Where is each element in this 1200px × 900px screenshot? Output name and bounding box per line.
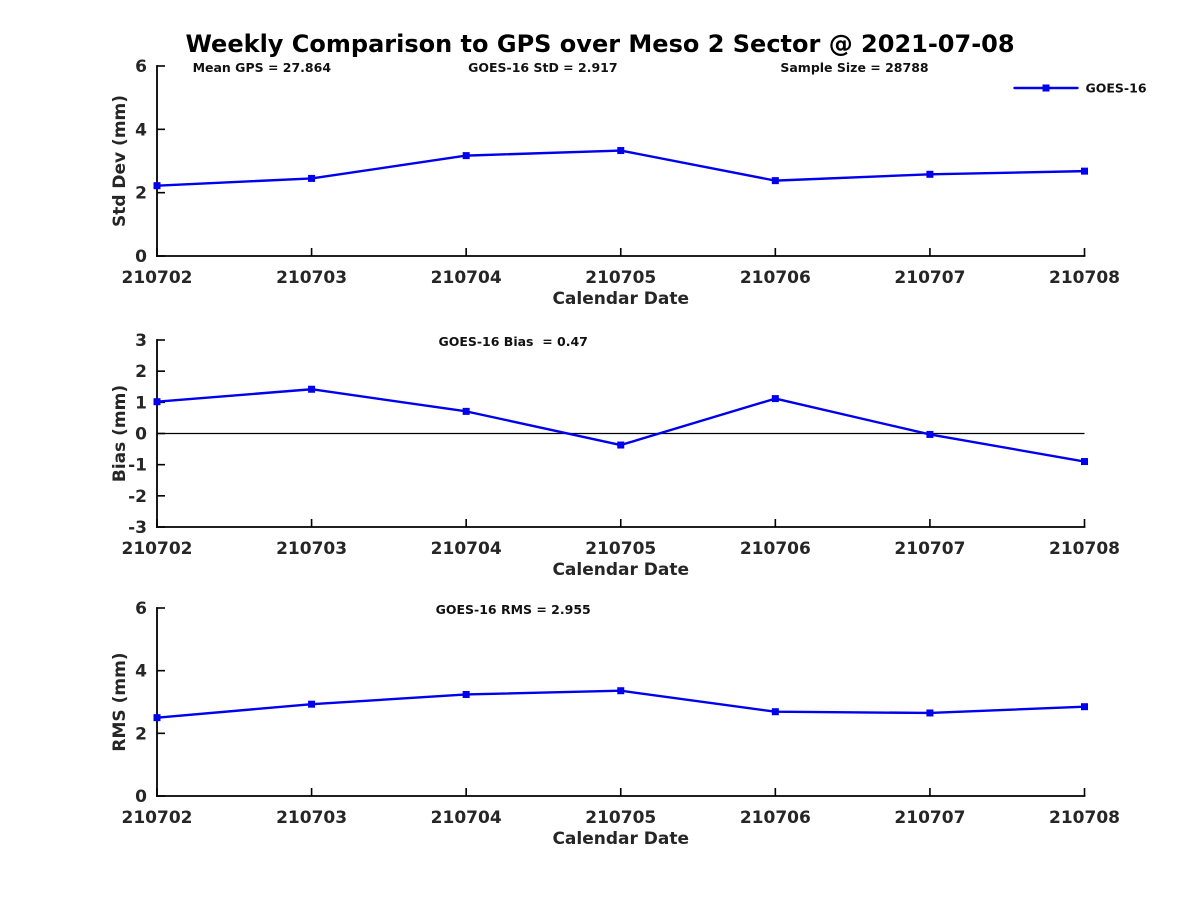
annotation: Mean GPS = 27.864 <box>193 60 332 75</box>
data-point-marker <box>1081 458 1088 466</box>
legend-label: GOES-16 <box>1086 81 1147 96</box>
y-tick-label: 4 <box>135 662 147 682</box>
y-tick-label: 1 <box>135 393 147 413</box>
x-tick-label: 210702 <box>122 268 193 288</box>
data-point-marker <box>771 177 779 185</box>
x-tick-label: 210704 <box>431 268 502 288</box>
data-point-marker <box>926 430 934 438</box>
data-point-marker <box>617 687 625 695</box>
legend-marker <box>1042 84 1050 92</box>
data-point-marker <box>153 398 161 406</box>
y-tick-label: 3 <box>135 331 147 351</box>
chart-rms: 0 2 4 6 210702 210703 210704 210705 210706 210707… <box>110 599 1120 849</box>
y-tick-label: -1 <box>128 456 147 476</box>
x-tick-label: 210707 <box>894 539 965 559</box>
data-point-marker <box>308 700 316 708</box>
annotation: GOES-16 Bias = 0.47 <box>438 334 587 349</box>
data-point-marker <box>1081 167 1088 175</box>
series-line-GOES-16 <box>155 149 1086 187</box>
chart-std-dev: 0 2 4 6 210702 210703 210704 210705 210706 210707… <box>110 57 1147 309</box>
data-point-marker <box>308 174 316 182</box>
x-axis-label: Calendar Date <box>552 829 689 849</box>
data-point-marker <box>617 147 625 155</box>
y-tick-label: -2 <box>128 487 147 507</box>
data-point-marker <box>617 441 625 449</box>
data-point-marker <box>771 708 779 716</box>
y-axis-label: Bias (mm) <box>110 385 130 482</box>
y-tick-label: 0 <box>135 247 147 267</box>
x-tick-label: 210704 <box>431 808 502 828</box>
x-axis-label: Calendar Date <box>552 560 689 580</box>
y-tick-label: 2 <box>135 362 147 382</box>
series-line-GOES-16 <box>155 388 1086 463</box>
y-tick-label: 2 <box>135 724 147 744</box>
y-tick-label: 0 <box>135 787 147 807</box>
data-point-marker <box>462 152 470 160</box>
y-tick-label: 6 <box>135 57 147 77</box>
x-tick-label: 210708 <box>1049 539 1120 559</box>
x-tick-label: 210702 <box>122 808 193 828</box>
x-tick-label: 210706 <box>740 808 811 828</box>
x-tick-label: 210707 <box>894 268 965 288</box>
x-tick-label: 210708 <box>1049 268 1120 288</box>
figure-title: Weekly Comparison to GPS over Meso 2 Sec… <box>185 30 1015 58</box>
annotation: GOES-16 StD = 2.917 <box>468 60 617 75</box>
series-line-GOES-16 <box>155 689 1086 719</box>
chart-bias: -3 -2 -1 0 1 2 3 210702 210703 210704 210705 210706… <box>110 331 1120 580</box>
x-tick-label: 210708 <box>1049 808 1120 828</box>
x-tick-label: 210703 <box>276 539 347 559</box>
data-point-marker <box>153 182 161 190</box>
data-point-marker <box>462 690 470 698</box>
data-point-marker <box>462 407 470 415</box>
x-tick-label: 210706 <box>740 268 811 288</box>
y-axis-label: RMS (mm) <box>110 652 130 751</box>
y-tick-label: 2 <box>135 184 147 204</box>
data-point-marker <box>926 709 934 717</box>
x-tick-label: 210705 <box>585 539 656 559</box>
x-tick-label: 210703 <box>276 268 347 288</box>
x-tick-label: 210703 <box>276 808 347 828</box>
y-tick-label: -3 <box>128 518 147 538</box>
annotation: GOES-16 RMS = 2.955 <box>436 602 591 617</box>
data-point-marker <box>771 395 779 403</box>
x-tick-label: 210702 <box>122 539 193 559</box>
annotation: Sample Size = 28788 <box>780 60 928 75</box>
x-axis-label: Calendar Date <box>552 289 689 309</box>
y-tick-label: 4 <box>135 120 147 140</box>
y-tick-label: 6 <box>135 599 147 619</box>
x-tick-label: 210705 <box>585 268 656 288</box>
data-point-marker <box>1081 703 1088 711</box>
x-tick-label: 210705 <box>585 808 656 828</box>
data-point-marker <box>153 714 161 722</box>
y-tick-label: 0 <box>135 425 147 445</box>
x-tick-label: 210704 <box>431 539 502 559</box>
data-point-marker <box>926 170 934 178</box>
x-tick-label: 210706 <box>740 539 811 559</box>
data-point-marker <box>308 385 316 393</box>
x-tick-label: 210707 <box>894 808 965 828</box>
y-axis-label: Std Dev (mm) <box>110 95 130 227</box>
